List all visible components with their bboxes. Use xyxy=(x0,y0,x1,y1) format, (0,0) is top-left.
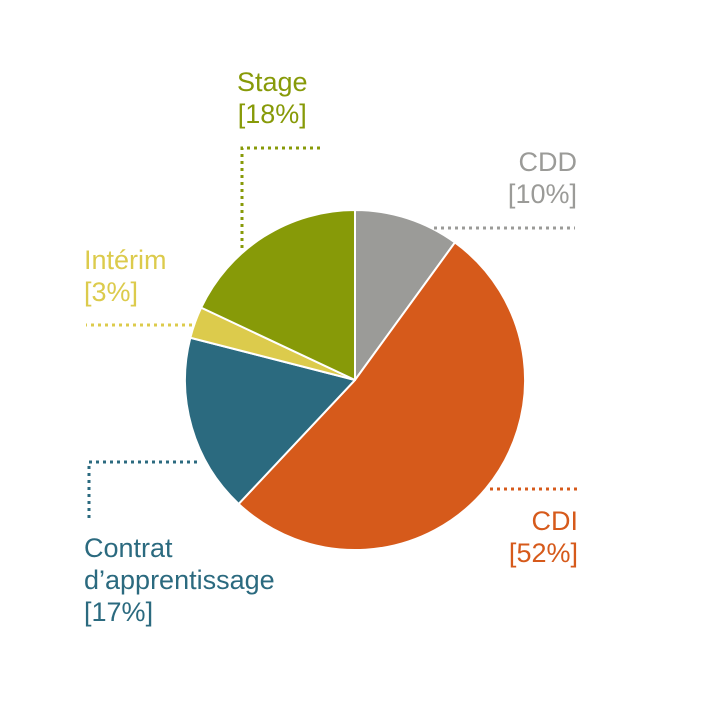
slice-name-contrat-line1: Contrat xyxy=(84,533,173,563)
slice-name-stage: Stage xyxy=(237,67,308,97)
slice-percent-contrat: 17% xyxy=(84,596,275,628)
slice-percent-cdi: 52% xyxy=(509,537,578,569)
pie-slice-stage xyxy=(200,209,356,381)
slice-label-contrat: Contrat d’apprentissage 17% xyxy=(84,532,275,628)
pie-slice-cdd xyxy=(354,209,456,381)
slice-label-cdd: CDD 10% xyxy=(508,146,577,210)
slice-percent-interim: 3% xyxy=(84,276,167,308)
pie-slices xyxy=(184,209,527,552)
leader-line-contrat xyxy=(87,460,197,522)
slice-label-stage: Stage 18% xyxy=(237,66,308,130)
slice-percent-stage: 18% xyxy=(237,98,308,130)
slice-label-interim: Intérim 3% xyxy=(84,244,167,308)
slice-name-cdi: CDI xyxy=(531,506,579,536)
slice-name-cdd: CDD xyxy=(518,147,578,177)
slice-name-interim: Intérim xyxy=(84,245,167,275)
pie-slice-contrat xyxy=(184,336,356,505)
slice-percent-cdd: 10% xyxy=(508,178,577,210)
leader-lines xyxy=(86,146,577,522)
slice-name-contrat-line2: d’apprentissage xyxy=(84,565,275,595)
slice-label-cdi: CDI 52% xyxy=(509,505,578,569)
pie-slice-cdi xyxy=(237,241,527,552)
leader-line-stage xyxy=(240,146,320,248)
